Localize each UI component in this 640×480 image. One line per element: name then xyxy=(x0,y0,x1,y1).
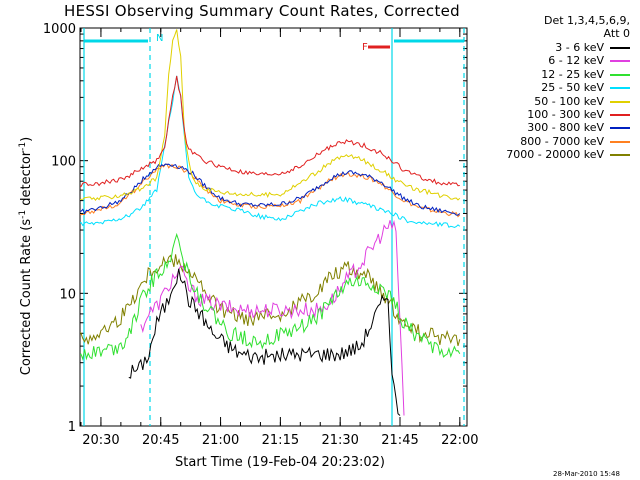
series-line xyxy=(80,163,461,218)
x-tick-label: 20:30 xyxy=(82,433,119,448)
legend-entry: 100 - 300 keV xyxy=(470,108,630,121)
chart-title: HESSI Observing Summary Count Rates, Cor… xyxy=(64,2,460,20)
legend-entry: 300 - 800 keV xyxy=(470,121,630,134)
legend-header-detectors: Det 1,3,4,5,6,9, xyxy=(543,14,630,27)
legend-label: 3 - 6 keV xyxy=(555,41,604,54)
series-lines xyxy=(80,29,461,416)
x-tick-label: 21:15 xyxy=(262,433,299,448)
legend-swatch xyxy=(610,140,630,143)
y-axis-label: Corrected Count Rate (s-1 detector-1) xyxy=(17,136,35,376)
x-tick-label: 21:45 xyxy=(381,433,418,448)
series-line xyxy=(80,163,461,216)
legend-swatch xyxy=(610,127,630,130)
legend-swatch xyxy=(610,87,630,90)
legend-entry: 7000 - 20000 keV xyxy=(470,148,630,161)
legend-label: 25 - 50 keV xyxy=(541,81,604,95)
series-line xyxy=(80,29,461,202)
generated-timestamp: 28-Mar-2010 15:48 xyxy=(553,470,620,478)
annotation-n: N xyxy=(156,33,163,44)
y-tick-label: 10 xyxy=(59,287,76,302)
legend-label: 6 - 12 keV xyxy=(548,54,604,68)
legend-label: 50 - 100 keV xyxy=(534,94,604,108)
legend-label: 12 - 25 keV xyxy=(541,67,604,81)
legend-entry: 6 - 12 keV xyxy=(470,54,630,67)
legend-entry: 12 - 25 keV xyxy=(470,68,630,81)
legend-swatch xyxy=(610,60,630,63)
annotations: NF xyxy=(156,33,368,53)
legend-entry: 50 - 100 keV xyxy=(470,95,630,108)
legend-swatch xyxy=(610,73,630,76)
series-line xyxy=(80,75,461,229)
legend-header-attenuator: Att 0 xyxy=(603,27,630,40)
series-line xyxy=(128,268,401,416)
y-tick-label: 1000 xyxy=(43,22,76,37)
series-line xyxy=(140,219,405,416)
x-axis-label: Start Time (19-Feb-04 20:23:02) xyxy=(175,455,385,470)
legend-label: 800 - 7000 keV xyxy=(520,134,604,148)
x-tick-label: 21:00 xyxy=(202,433,239,448)
legend-swatch xyxy=(610,47,630,49)
legend-swatch xyxy=(610,100,630,103)
legend-label: 300 - 800 keV xyxy=(527,121,604,135)
y-tick-label: 1 xyxy=(68,420,76,435)
x-tick-label: 21:30 xyxy=(321,433,358,448)
legend-swatch xyxy=(610,154,630,157)
legend-swatch xyxy=(610,114,630,116)
x-tick-label: 22:00 xyxy=(441,433,478,448)
series-line xyxy=(80,75,460,187)
legend-entry: 25 - 50 keV xyxy=(470,81,630,94)
series-line xyxy=(80,254,461,347)
series-line xyxy=(80,232,461,361)
legend-entry: 800 - 7000 keV xyxy=(470,135,630,148)
axis-ticks: 1 10 100 1000 20:30 20:45 21:00 21:15 21:30 21:45… xyxy=(43,22,479,448)
legend-label: 100 - 300 keV xyxy=(527,108,604,121)
legend-entry: 3 - 6 keV xyxy=(470,41,630,54)
observing-overlays xyxy=(83,28,465,426)
y-tick-label: 100 xyxy=(51,155,76,170)
annotation-f: F xyxy=(362,42,368,53)
legend-label: 7000 - 20000 keV xyxy=(506,148,604,162)
plot-frame xyxy=(79,27,468,427)
x-tick-label: 20:45 xyxy=(142,433,179,448)
